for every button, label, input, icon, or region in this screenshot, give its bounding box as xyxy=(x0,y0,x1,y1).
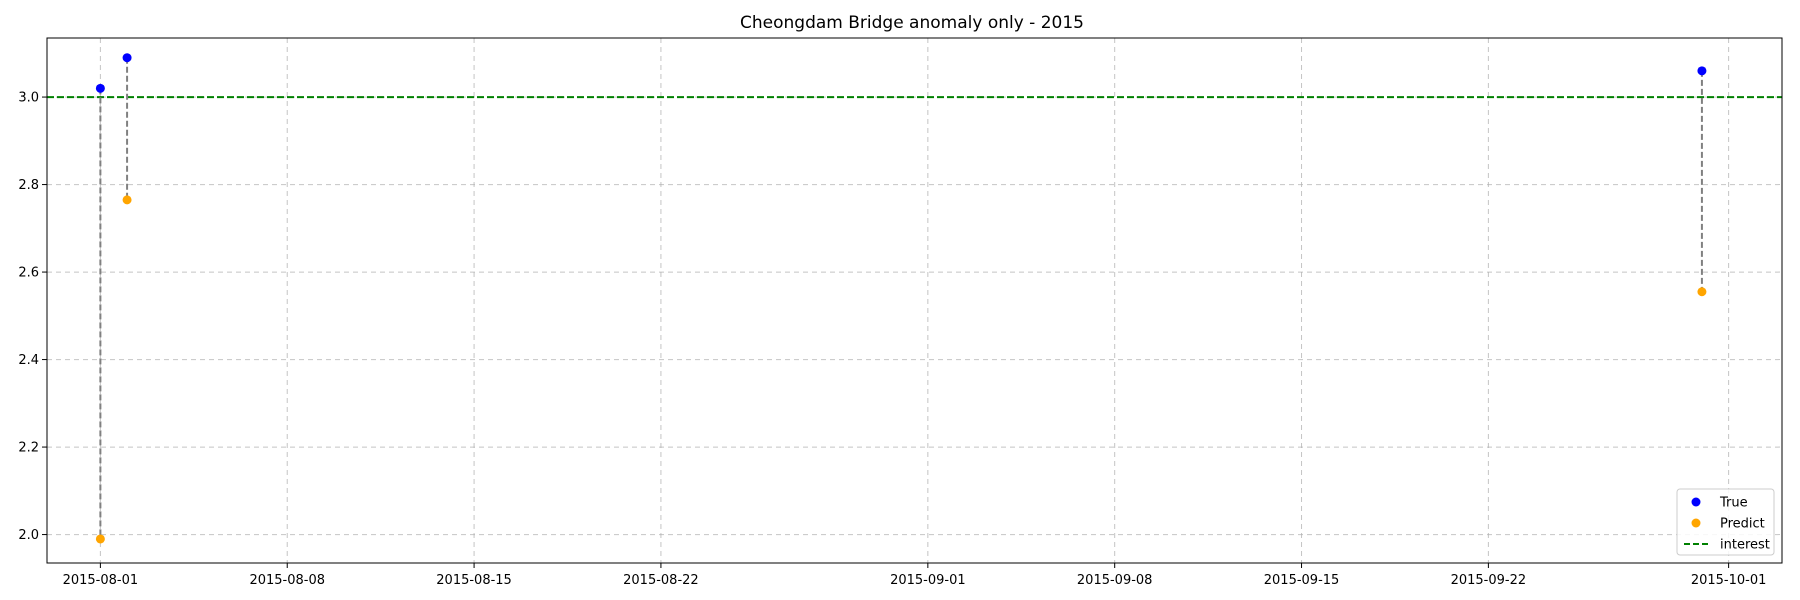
x-tick-label: 2015-09-01 xyxy=(890,573,966,588)
legend-item-predict-label: Predict xyxy=(1720,517,1765,532)
predict-point xyxy=(1697,287,1707,297)
legend: True Predict interest xyxy=(1676,488,1775,556)
y-tick-label: 2.4 xyxy=(18,353,39,368)
x-tick-label: 2015-08-08 xyxy=(249,573,325,588)
x-tick-label: 2015-09-22 xyxy=(1451,573,1527,588)
y-tick-label: 3.0 xyxy=(18,91,39,106)
y-tick-label: 2.0 xyxy=(18,528,39,543)
x-tick-label: 2015-10-01 xyxy=(1691,573,1767,588)
x-axis: 2015-08-01 2015-08-08 2015-08-15 2015-08-22… xyxy=(63,563,1767,588)
y-tick-label: 2.8 xyxy=(18,178,39,193)
x-tick-label: 2015-09-15 xyxy=(1264,573,1340,588)
predict-point xyxy=(122,195,132,205)
x-tick-label: 2015-08-22 xyxy=(623,573,699,588)
grid xyxy=(47,38,1782,563)
data-points xyxy=(95,53,1707,544)
predict-point xyxy=(95,534,105,544)
chart-title: Cheongdam Bridge anomaly only - 2015 xyxy=(740,13,1084,33)
legend-box xyxy=(1676,488,1775,556)
x-tick-label: 2015-09-08 xyxy=(1077,573,1153,588)
legend-item-true-marker xyxy=(1691,497,1701,507)
legend-item-interest-label: interest xyxy=(1720,538,1770,553)
connectors xyxy=(99,57,1703,539)
true-point xyxy=(122,53,132,63)
y-axis: 2.0 2.2 2.4 2.6 2.8 3.0 xyxy=(18,91,47,543)
x-tick-label: 2015-08-15 xyxy=(436,573,512,588)
plot-area-frame xyxy=(46,37,1783,564)
legend-item-true-label: True xyxy=(1719,496,1748,511)
true-point xyxy=(95,83,105,93)
x-tick-label: 2015-08-01 xyxy=(63,573,139,588)
y-tick-label: 2.6 xyxy=(18,266,39,281)
y-tick-label: 2.2 xyxy=(18,441,39,456)
true-point xyxy=(1697,66,1707,76)
legend-item-predict-marker xyxy=(1691,518,1701,528)
